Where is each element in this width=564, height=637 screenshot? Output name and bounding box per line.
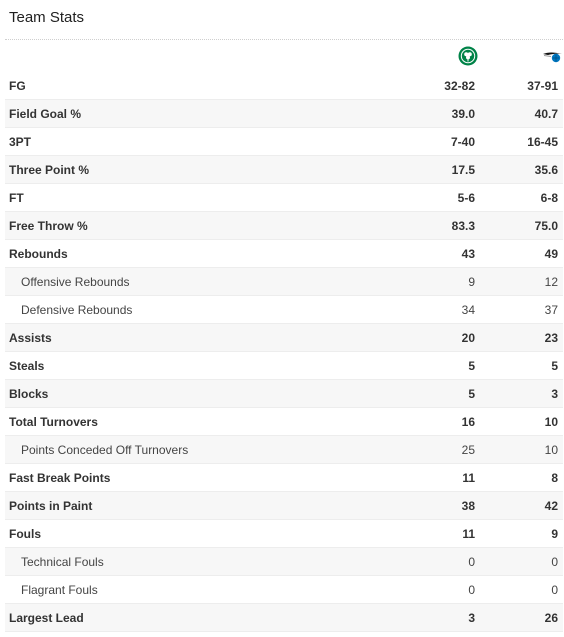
away-team-value: 49	[544, 247, 558, 261]
stat-row: Points Conceded Off Turnovers 25 10	[5, 436, 563, 464]
stat-label: FT	[9, 191, 24, 205]
stat-label: Blocks	[9, 387, 49, 401]
home-team-value: 20	[461, 331, 475, 345]
stat-row: Fast Break Points 11 8	[5, 464, 563, 492]
section-title: Team Stats	[9, 9, 85, 26]
stat-label: Rebounds	[9, 247, 68, 261]
away-team-value: 8	[551, 471, 558, 485]
team-header-row	[5, 39, 563, 73]
stat-row: Technical Fouls 0 0	[5, 548, 563, 576]
away-team-value: 37-91	[527, 79, 558, 93]
magic-logo-icon	[543, 52, 562, 63]
stat-row: Steals 5 5	[5, 352, 563, 380]
stat-row: Offensive Rebounds 9 12	[5, 268, 563, 296]
home-team-value: 39.0	[451, 107, 475, 121]
stat-row: FT 5-6 6-8	[5, 184, 563, 212]
away-team-value: 26	[544, 611, 558, 625]
home-team-value: 5	[468, 359, 475, 373]
stat-row: Points in Paint 38 42	[5, 492, 563, 520]
stat-label: Points in Paint	[9, 499, 93, 513]
stat-label: Assists	[9, 331, 52, 345]
stat-label: Three Point %	[9, 163, 90, 177]
stat-row: Assists 20 23	[5, 324, 563, 352]
stat-label: Offensive Rebounds	[21, 275, 130, 289]
away-team-value: 0	[551, 583, 558, 597]
stat-label: Total Turnovers	[9, 415, 98, 429]
away-team-value: 23	[544, 331, 558, 345]
stat-label: Fouls	[9, 527, 41, 541]
stat-label: Field Goal %	[9, 107, 82, 121]
stat-row: Rebounds 43 49	[5, 240, 563, 268]
stat-label: Steals	[9, 359, 45, 373]
home-team-value: 16	[461, 415, 475, 429]
home-team-value: 7-40	[450, 135, 475, 149]
home-team-value: 3	[468, 611, 475, 625]
stat-row: Free Throw % 83.3 75.0	[5, 212, 563, 240]
away-team-value: 12	[544, 275, 558, 289]
away-team-value: 9	[551, 527, 558, 541]
away-team-value: 10	[544, 443, 558, 457]
home-team-value: 5	[468, 387, 475, 401]
away-team-value: 3	[551, 387, 558, 401]
away-team-value: 42	[544, 499, 558, 513]
stat-label: Free Throw %	[9, 219, 88, 233]
celtics-clover-logo-icon	[458, 46, 478, 66]
away-team-value: 75.0	[534, 219, 558, 233]
stat-label: 3PT	[9, 135, 32, 149]
stat-row: Blocks 5 3	[5, 380, 563, 408]
home-team-value: 11	[462, 527, 475, 541]
home-team-value: 43	[461, 247, 475, 261]
stat-row: Largest Lead 3 26	[5, 604, 563, 632]
stat-label: FG	[9, 79, 26, 93]
home-team-value: 0	[468, 583, 475, 597]
home-team-value: 38	[461, 499, 475, 513]
stats-table: FG 32-82 37-91 Field Goal % 39.0 40.7 3PT 7-40 1…	[5, 72, 563, 632]
away-team-value: 10	[544, 415, 558, 429]
away-team-value: 16-45	[527, 135, 558, 149]
stat-label: Defensive Rebounds	[21, 303, 133, 317]
home-team-value: 11	[462, 471, 475, 485]
stat-row: Field Goal % 39.0 40.7	[5, 100, 563, 128]
stat-label: Points Conceded Off Turnovers	[21, 443, 189, 457]
away-team-value: 40.7	[534, 107, 558, 121]
stat-row: Total Turnovers 16 10	[5, 408, 563, 436]
stat-label: Flagrant Fouls	[21, 583, 98, 597]
stat-row: FG 32-82 37-91	[5, 72, 563, 100]
stat-label: Fast Break Points	[9, 471, 111, 485]
stat-row: Defensive Rebounds 34 37	[5, 296, 563, 324]
home-team-value: 17.5	[451, 163, 475, 177]
away-team-value: 6-8	[540, 191, 558, 205]
home-team-value: 83.3	[451, 219, 475, 233]
home-team-value: 9	[468, 275, 475, 289]
stat-label: Technical Fouls	[21, 555, 104, 569]
away-team-value: 35.6	[534, 163, 558, 177]
away-team-value: 37	[544, 303, 558, 317]
stat-label: Largest Lead	[9, 611, 84, 625]
away-team-value: 5	[551, 359, 558, 373]
home-team-value: 0	[468, 555, 475, 569]
home-team-value: 5-6	[457, 191, 475, 205]
stat-row: 3PT 7-40 16-45	[5, 128, 563, 156]
stat-row: Three Point % 17.5 35.6	[5, 156, 563, 184]
home-team-value: 32-82	[444, 79, 475, 93]
away-team-value: 0	[551, 555, 558, 569]
stat-row: Flagrant Fouls 0 0	[5, 576, 563, 604]
home-team-value: 34	[461, 303, 475, 317]
home-team-value: 25	[461, 443, 475, 457]
stat-row: Fouls 11 9	[5, 520, 563, 548]
